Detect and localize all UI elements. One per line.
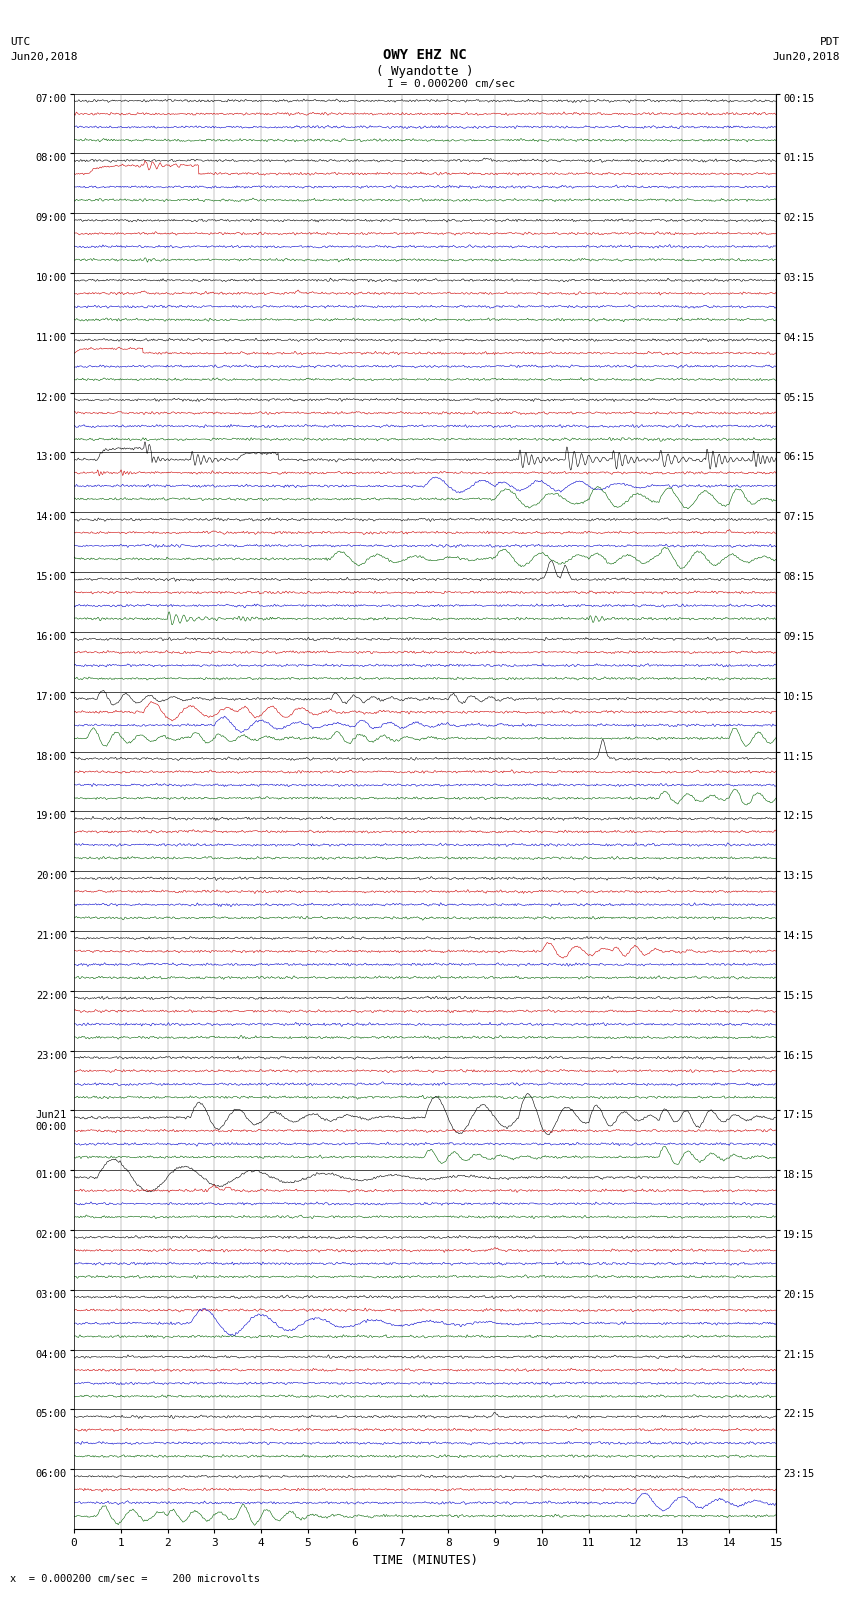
Text: UTC: UTC bbox=[10, 37, 31, 47]
Text: OWY EHZ NC: OWY EHZ NC bbox=[383, 48, 467, 63]
X-axis label: TIME (MINUTES): TIME (MINUTES) bbox=[372, 1553, 478, 1566]
Text: x  = 0.000200 cm/sec =    200 microvolts: x = 0.000200 cm/sec = 200 microvolts bbox=[10, 1574, 260, 1584]
Text: I = 0.000200 cm/sec: I = 0.000200 cm/sec bbox=[387, 79, 515, 89]
Text: ( Wyandotte ): ( Wyandotte ) bbox=[377, 65, 473, 77]
Text: Jun20,2018: Jun20,2018 bbox=[773, 52, 840, 61]
Text: PDT: PDT bbox=[819, 37, 840, 47]
Text: Jun20,2018: Jun20,2018 bbox=[10, 52, 77, 61]
